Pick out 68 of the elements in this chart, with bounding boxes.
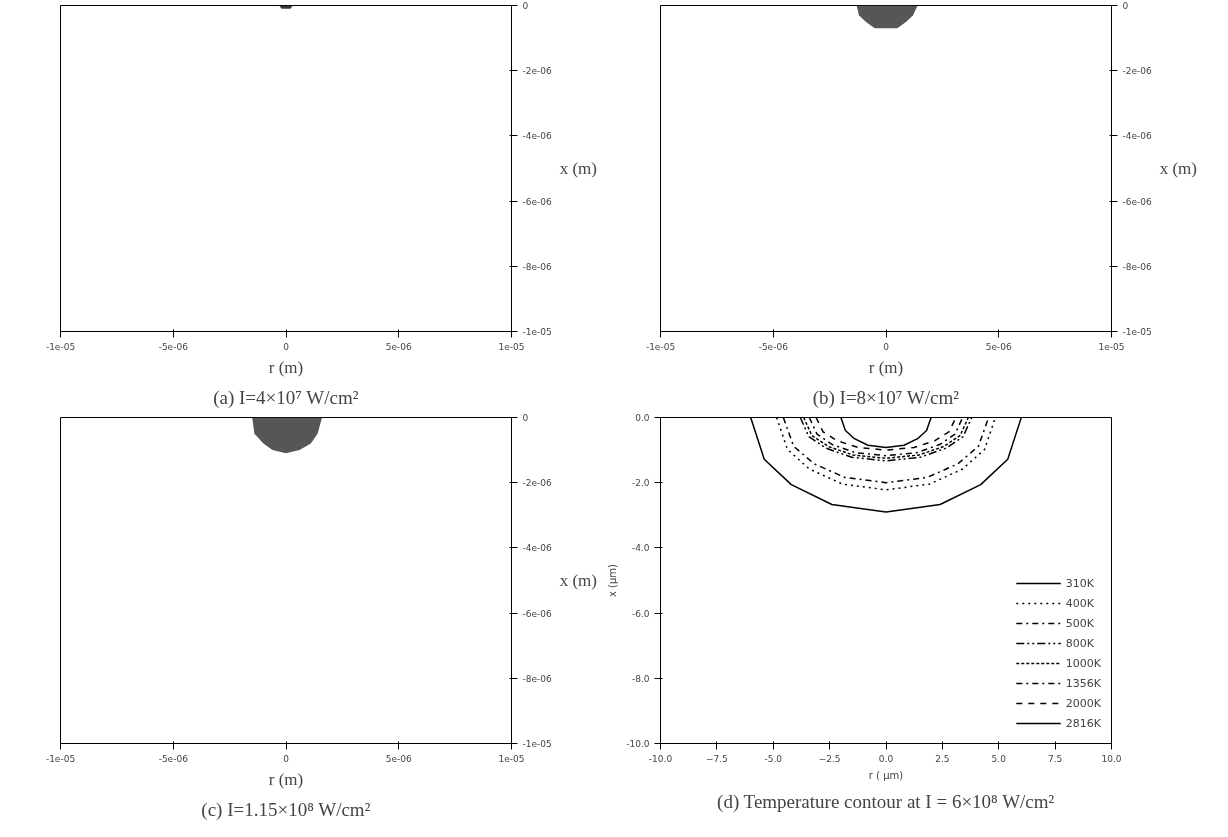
legend-label: 1000K — [1065, 656, 1101, 670]
y-tick-label: -2e-06 — [1122, 66, 1152, 77]
y-tick-label: -6e-06 — [522, 608, 552, 619]
y-tick-label: -6e-06 — [522, 196, 552, 207]
y-tick-label: 0 — [1122, 1, 1129, 11]
x-tick-label: 0 — [883, 341, 890, 352]
x-tick-label: 0 — [283, 341, 290, 352]
x-tick-label: -1e-05 — [645, 341, 676, 352]
x-tick-label: 1e-05 — [1098, 341, 1125, 352]
y-tick-label: 0 — [522, 413, 529, 423]
y-tick-label: -1e-05 — [1122, 327, 1152, 337]
legend-label: 2816K — [1065, 716, 1101, 730]
x-tick-label: -5e-06 — [158, 341, 189, 352]
x-tick-label: 0.0 — [878, 753, 894, 764]
x-tick-label: 2.5 — [935, 753, 950, 764]
text: (a) I=4×10⁷ W/cm² — [213, 386, 359, 409]
y-tick-label: 0.0 — [635, 413, 650, 423]
y-tick-label: -4.0 — [631, 543, 650, 554]
x-axis-title: r (m) — [868, 357, 904, 377]
text: (d) Temperature contour at I = 6×10⁸ W/cm² — [717, 790, 1055, 813]
y-tick-label: -2e-06 — [522, 478, 552, 489]
x-axis-title: r ( μm) — [868, 769, 904, 781]
legend-label: 310K — [1065, 576, 1094, 590]
y-tick-label: -10.0 — [626, 739, 650, 749]
y-axis-title: x (m) — [559, 159, 598, 178]
x-tick-label: 7.5 — [1047, 753, 1063, 764]
x-tick-label: -5e-06 — [758, 341, 789, 352]
legend-label: 500K — [1065, 616, 1094, 630]
legend-label: 2000K — [1065, 696, 1101, 710]
y-tick-label: 0 — [522, 1, 529, 11]
x-axis-title: r (m) — [268, 357, 304, 377]
x-tick-label: 10.0 — [1101, 753, 1122, 764]
x-tick-label: −2.5 — [818, 753, 841, 764]
legend-label: 400K — [1065, 596, 1094, 610]
legend-label: 1356K — [1065, 676, 1101, 690]
x-tick-label: 5.0 — [991, 753, 1007, 764]
y-tick-label: -6e-06 — [1122, 196, 1152, 207]
x-tick-label: -5e-06 — [158, 753, 189, 764]
y-tick-label: -1e-05 — [522, 327, 552, 337]
y-tick-label: -2.0 — [631, 478, 650, 489]
y-tick-label: -8e-06 — [1122, 261, 1152, 272]
y-tick-label: -6.0 — [631, 608, 650, 619]
y-axis-title: x (μm) — [607, 563, 619, 597]
y-tick-label: -4e-06 — [522, 131, 552, 142]
x-tick-label: 5e-06 — [385, 341, 413, 352]
x-tick-label: 5e-06 — [985, 341, 1013, 352]
legend-label: 800K — [1065, 636, 1094, 650]
text: (c) I=1.15×10⁸ W/cm² — [201, 798, 371, 821]
x-axis-title: r (m) — [268, 769, 304, 789]
y-tick-label: -4e-06 — [522, 543, 552, 554]
x-tick-label: 0 — [283, 753, 290, 764]
x-tick-label: -1e-05 — [45, 341, 76, 352]
x-tick-label: 5e-06 — [385, 753, 413, 764]
y-axis-title: x (m) — [1159, 159, 1198, 178]
y-tick-label: -8e-06 — [522, 261, 552, 272]
y-tick-label: -1e-05 — [522, 739, 552, 749]
x-tick-label: -5.0 — [764, 753, 783, 764]
x-tick-label: 1e-05 — [498, 753, 525, 764]
y-tick-label: -4e-06 — [1122, 131, 1152, 142]
x-tick-label: 1e-05 — [498, 341, 525, 352]
y-axis-title: x (m) — [559, 571, 598, 590]
x-tick-label: -10.0 — [648, 753, 673, 764]
text: (b) I=8×10⁷ W/cm² — [812, 386, 960, 409]
x-tick-label: −7.5 — [705, 753, 728, 764]
x-tick-label: -1e-05 — [45, 753, 76, 764]
y-tick-label: -8e-06 — [522, 673, 552, 684]
y-tick-label: -8.0 — [631, 673, 650, 684]
y-tick-label: -2e-06 — [522, 66, 552, 77]
